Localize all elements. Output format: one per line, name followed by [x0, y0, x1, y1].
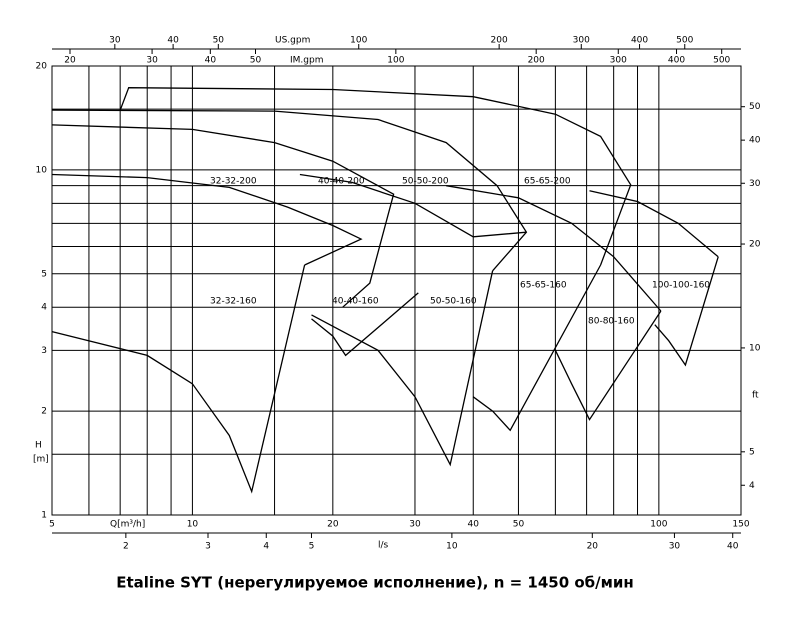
- pump-curve: [51, 173, 363, 266]
- x-tick-label: 30: [409, 520, 421, 530]
- pump-curve: [311, 270, 494, 467]
- x4-tick-label: 500: [713, 56, 730, 66]
- x3-tick-label: 40: [167, 36, 179, 46]
- pump-label: 65-65-160: [520, 281, 567, 291]
- x2-tick-label: 3: [205, 542, 211, 552]
- x3-tick-label: 100: [350, 36, 367, 46]
- pump-label: 50-50-160: [430, 297, 477, 307]
- x-tick-label: 5: [49, 520, 55, 530]
- x2-tick-label: 4: [263, 542, 269, 552]
- y-tick-label: 5: [41, 269, 47, 279]
- x4-tick-label: 50: [250, 56, 262, 66]
- y-tick-label: 20: [36, 62, 48, 72]
- plot-frame: [51, 65, 742, 516]
- y2-tick-label: 40: [749, 136, 761, 146]
- x3-tick-label: 400: [631, 36, 648, 46]
- x3-axis-label: US.gpm: [275, 36, 310, 46]
- x4-tick-label: 100: [387, 56, 404, 66]
- pump-label: 40-40-200: [318, 177, 365, 187]
- pump-curve: [299, 173, 527, 238]
- pump-label: 50-50-200: [402, 177, 449, 187]
- x3-tick-label: 50: [213, 36, 225, 46]
- x4-tick-label: 40: [205, 56, 217, 66]
- pump-label: 80-80-160: [588, 317, 635, 327]
- y2-tick-label: 50: [749, 102, 761, 112]
- x2-tick-label: 10: [446, 542, 458, 552]
- y-tick-label: 10: [36, 165, 48, 175]
- x-tick-label: 10: [187, 520, 199, 530]
- x4-tick-label: 400: [668, 56, 685, 66]
- x2-tick-label: 5: [309, 542, 315, 552]
- pump-label: 32-32-160: [210, 297, 257, 307]
- x3-tick-label: 500: [676, 36, 693, 46]
- y-tick-label: 1: [41, 511, 47, 521]
- pump-label: 100-100-160: [652, 281, 710, 291]
- y-axis-label: H: [35, 441, 42, 451]
- pump-label: 40-40-160: [332, 297, 379, 307]
- x4-tick-label: 20: [64, 56, 76, 66]
- pump-curve: [51, 264, 306, 494]
- y2-axis-label: ft: [752, 391, 759, 401]
- x3-tick-label: 300: [573, 36, 590, 46]
- pump-curve: [51, 124, 395, 308]
- x2-tick-label: 2: [123, 542, 129, 552]
- pump-curve: [119, 87, 632, 266]
- pump-curve: [589, 190, 719, 258]
- x-tick-label: 50: [513, 520, 525, 530]
- y2-tick-label: 10: [749, 343, 761, 353]
- pump-label: 65-65-200: [524, 177, 571, 187]
- y2-tick-label: 4: [749, 481, 755, 491]
- x3-tick-label: 30: [109, 36, 121, 46]
- x4-tick-label: 30: [146, 56, 158, 66]
- pump-curve: [654, 256, 719, 367]
- x-tick-label: 150: [732, 520, 749, 530]
- x4-axis-label: IM.gpm: [290, 56, 323, 66]
- x4-tick-label: 200: [528, 56, 545, 66]
- pump-curve: [554, 310, 662, 421]
- x4-tick-label: 300: [610, 56, 627, 66]
- y-axis-label: [m]: [33, 455, 49, 465]
- pump-curve: [446, 185, 662, 312]
- y-tick-label: 3: [41, 346, 47, 356]
- x-tick-label: 40: [468, 520, 480, 530]
- x2-tick-label: 30: [669, 542, 681, 552]
- y-tick-label: 2: [41, 407, 47, 417]
- pump-label: 32-32-200: [210, 177, 257, 187]
- y2-tick-label: 20: [749, 240, 761, 250]
- x-tick-label: 100: [650, 520, 667, 530]
- x2-axis-label: l/s: [378, 541, 389, 551]
- x2-tick-label: 40: [727, 542, 739, 552]
- x2-tick-label: 20: [587, 542, 599, 552]
- x-axis-label: Q[m³/h]: [110, 520, 145, 530]
- x3-tick-label: 200: [491, 36, 508, 46]
- pump-curve: [472, 264, 602, 432]
- x-tick-label: 20: [327, 520, 339, 530]
- y2-tick-label: 5: [749, 447, 755, 457]
- y2-tick-label: 30: [749, 179, 761, 189]
- pump-curve: [311, 292, 419, 357]
- caption: Etaline SYT (нерегулируемое исполнение),…: [116, 574, 634, 592]
- y-tick-label: 4: [41, 303, 47, 313]
